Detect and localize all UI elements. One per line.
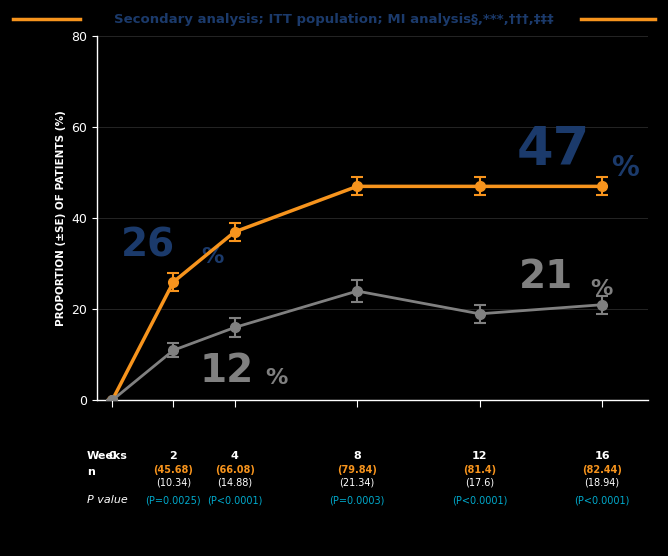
Text: P value: P value bbox=[87, 495, 128, 505]
Text: (14.88): (14.88) bbox=[217, 478, 253, 488]
Text: %: % bbox=[201, 247, 223, 267]
Text: (82.44): (82.44) bbox=[582, 465, 622, 475]
Text: 8: 8 bbox=[353, 451, 361, 461]
Text: 12: 12 bbox=[472, 451, 488, 461]
Text: (P<0.0001): (P<0.0001) bbox=[574, 495, 630, 505]
Text: n: n bbox=[87, 468, 95, 478]
Text: %: % bbox=[265, 368, 288, 388]
Text: (18.94): (18.94) bbox=[584, 478, 620, 488]
Text: (21.34): (21.34) bbox=[339, 478, 375, 488]
Text: (45.68): (45.68) bbox=[154, 465, 193, 475]
Text: 2: 2 bbox=[170, 451, 177, 461]
Text: 16: 16 bbox=[595, 451, 610, 461]
Text: %: % bbox=[590, 279, 612, 299]
Text: Weeks: Weeks bbox=[87, 451, 128, 461]
Text: 47: 47 bbox=[516, 124, 590, 176]
Text: (P=0.0003): (P=0.0003) bbox=[329, 495, 385, 505]
Text: Secondary analysis; ITT population; MI analysis§,***,†††,‡‡‡: Secondary analysis; ITT population; MI a… bbox=[114, 13, 554, 26]
Text: (79.84): (79.84) bbox=[337, 465, 377, 475]
Y-axis label: PROPORTION (±SE) OF PATIENTS (%): PROPORTION (±SE) OF PATIENTS (%) bbox=[55, 110, 65, 326]
Text: (66.08): (66.08) bbox=[214, 465, 255, 475]
Text: 4: 4 bbox=[230, 451, 238, 461]
Text: 21: 21 bbox=[520, 259, 574, 296]
Text: 26: 26 bbox=[122, 226, 176, 265]
Text: (P=0.0025): (P=0.0025) bbox=[146, 495, 201, 505]
Text: (P<0.0001): (P<0.0001) bbox=[452, 495, 507, 505]
Text: (P<0.0001): (P<0.0001) bbox=[207, 495, 263, 505]
Text: %: % bbox=[611, 154, 639, 182]
Text: 0: 0 bbox=[108, 451, 116, 461]
Legend: Otezla 30 mg BID (n=175), Placebo (n=90): Otezla 30 mg BID (n=175), Placebo (n=90) bbox=[103, 553, 459, 556]
Text: 12: 12 bbox=[200, 352, 254, 390]
Text: (10.34): (10.34) bbox=[156, 478, 191, 488]
Text: (17.6): (17.6) bbox=[465, 478, 494, 488]
Text: (81.4): (81.4) bbox=[463, 465, 496, 475]
